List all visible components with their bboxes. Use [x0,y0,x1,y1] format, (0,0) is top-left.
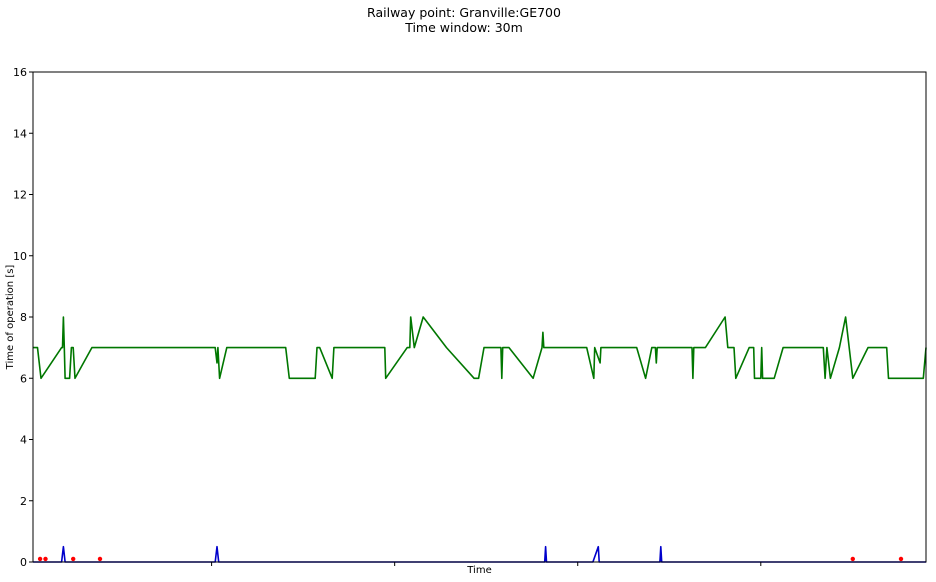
series-line-1 [33,316,927,380]
marker-point [850,556,855,562]
y-axis: 0 2 4 6 8 10 12 14 16 [13,66,33,569]
y-axis-label: Time of operation [s] [5,265,16,371]
y-tick-label: 4 [20,434,27,447]
plot-area [33,316,927,563]
chart-title: Railway point: Granville:GE700 [367,5,561,20]
y-tick-label: 14 [13,127,27,140]
y-tick-label: 2 [20,495,27,508]
y-tick-label: 10 [13,250,27,263]
x-axis [211,562,762,566]
series-line-2 [33,545,926,563]
plot-frame [32,71,927,563]
y-tick-label: 6 [20,372,27,385]
chart-subtitle: Time window: 30m [404,20,523,35]
y-tick-label: 12 [13,189,27,202]
marker-point [71,556,76,562]
x-axis-label: Time [466,565,491,576]
y-tick-label: 16 [13,66,27,79]
marker-point [97,556,103,562]
marker-point [898,556,904,562]
y-tick-label: 8 [20,311,27,324]
marker-point [43,556,48,562]
y-tick-label: 0 [20,556,27,569]
marker-point [37,556,43,562]
